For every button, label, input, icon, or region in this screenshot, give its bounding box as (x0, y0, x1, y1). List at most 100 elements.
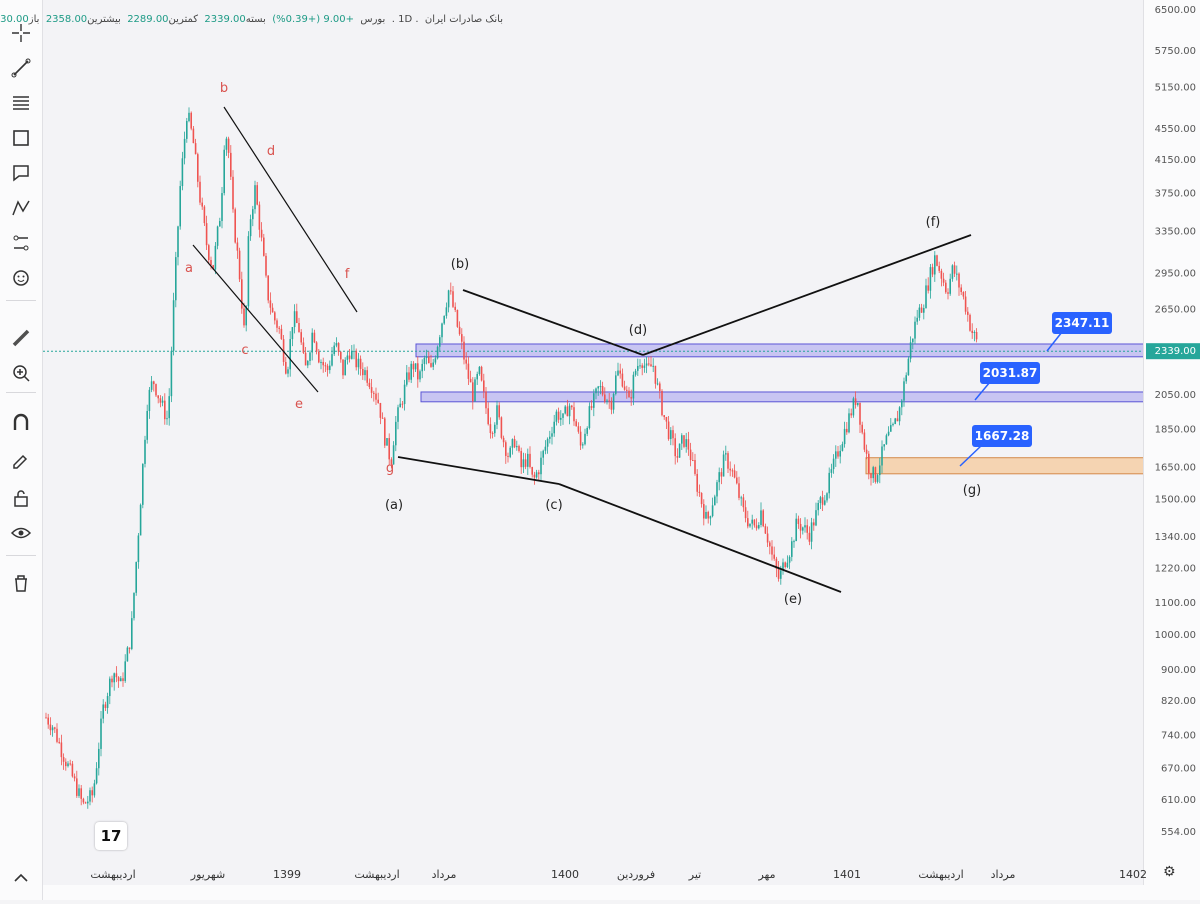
trend-line-5[interactable] (397, 456, 560, 485)
candle-body (588, 406, 591, 429)
candle-body (716, 482, 718, 497)
upper-band[interactable] (415, 343, 1143, 358)
candle-body (65, 761, 67, 767)
ruler-icon[interactable] (8, 325, 34, 351)
candle-body (351, 351, 353, 359)
candle-body (331, 354, 333, 366)
candle-body (370, 387, 373, 393)
legend-open: 2330.00 (0, 14, 29, 25)
settings-gear-icon[interactable]: ⚙ (1163, 864, 1176, 880)
y-tick-label: 1850.00 (1155, 424, 1196, 435)
wave-label-6: f (345, 267, 350, 282)
candle-body (104, 704, 107, 708)
candle-body (835, 451, 837, 459)
candle-body (467, 363, 470, 379)
candle-body (456, 309, 459, 327)
candle-body (720, 472, 723, 477)
candle-body (650, 364, 652, 367)
trend-line-3[interactable] (462, 289, 644, 356)
wave-label-2: b (220, 81, 228, 96)
candle-body (901, 400, 903, 408)
candle-body (337, 343, 340, 352)
candle-body (643, 365, 646, 368)
forecast-icon[interactable] (8, 230, 34, 256)
y-tick-label: 1340.00 (1155, 532, 1196, 543)
collapse-icon[interactable] (8, 865, 34, 891)
candle-body (749, 523, 751, 527)
candle-body (841, 444, 844, 451)
rectangle-icon[interactable] (8, 125, 34, 151)
eye-icon[interactable] (8, 520, 34, 546)
candle-body (366, 370, 368, 383)
candle-body (445, 307, 448, 316)
price-chart[interactable]: a b c d e f g (a) (b) (c) (d) (e) (f) (g) 2347.11 2031.… (43, 0, 1143, 885)
candle-body (133, 592, 135, 619)
trash-icon[interactable] (8, 570, 34, 596)
magnet-icon[interactable] (8, 410, 34, 436)
candle-body (766, 533, 769, 543)
candle-body (289, 339, 291, 370)
candle-body (788, 556, 791, 563)
candle-body (604, 394, 606, 402)
candle-body (368, 382, 371, 388)
trend-line-1[interactable] (223, 106, 358, 313)
tradingview-logo[interactable]: 17 (95, 822, 127, 850)
trendline-icon[interactable] (8, 55, 34, 81)
trend-line-2[interactable] (192, 244, 319, 393)
candle-body (718, 472, 720, 483)
candle-body (777, 568, 780, 579)
candle-body (450, 290, 452, 292)
candle-body (293, 311, 296, 328)
candle-body (329, 365, 331, 371)
trend-line-4[interactable] (642, 234, 972, 356)
candle-body (729, 468, 731, 471)
candle-body (412, 363, 415, 370)
candle-body (601, 386, 604, 395)
candle-body (159, 398, 162, 403)
candle-body (568, 405, 571, 417)
candle-body (793, 541, 795, 543)
candle-body (340, 351, 342, 360)
candle-body (524, 459, 527, 467)
lower-band[interactable] (865, 457, 1143, 475)
zoom-in-icon[interactable] (8, 360, 34, 386)
pattern-icon[interactable] (8, 195, 34, 221)
candle-body (661, 390, 663, 416)
candle-body (221, 193, 223, 222)
candle-body (577, 426, 580, 432)
candle-body (302, 342, 305, 353)
candle-body (958, 273, 960, 288)
candle-body (353, 351, 355, 353)
middle-band[interactable] (420, 391, 1143, 403)
candle-body (502, 437, 505, 443)
candle-body (342, 359, 344, 376)
fib-icon[interactable] (8, 90, 34, 116)
candle-body (260, 229, 263, 238)
legend-symbol[interactable]: بانک صادرات ایران (424, 14, 503, 25)
unlock-icon[interactable] (8, 485, 34, 511)
chart-area[interactable]: a b c d e f g (a) (b) (c) (d) (e) (f) (g) 2347.11 2031.… (0, 0, 1143, 885)
candle-body (263, 237, 265, 256)
candle-body (626, 389, 628, 391)
candle-body (846, 428, 848, 433)
legend-interval[interactable]: 1D (398, 14, 413, 25)
callout-icon[interactable] (8, 160, 34, 186)
candle-body (942, 278, 945, 283)
lock-pencil-icon[interactable] (8, 445, 34, 471)
candle-body (153, 381, 155, 385)
crosshair-icon[interactable] (8, 20, 34, 46)
trend-line-6[interactable] (558, 483, 842, 593)
candle-body (285, 361, 287, 374)
candle-body (637, 365, 639, 371)
candle-body (186, 121, 188, 139)
candle-body (813, 522, 815, 526)
candle-body (815, 510, 817, 526)
candle-body (406, 372, 408, 385)
price-axis[interactable]: 6500.00 5750.00 5150.00 4550.00 4150.00 3750.… (1143, 0, 1200, 885)
candle-body (953, 265, 956, 274)
candle-body (780, 570, 782, 579)
emoji-icon[interactable] (8, 265, 34, 291)
time-axis[interactable]: اردیبهشت شهریور 1399 اردیبهشت مرداد 1400 فرورد… (43, 868, 1200, 900)
wave-label-7: g (386, 461, 394, 476)
candle-body (102, 704, 104, 719)
